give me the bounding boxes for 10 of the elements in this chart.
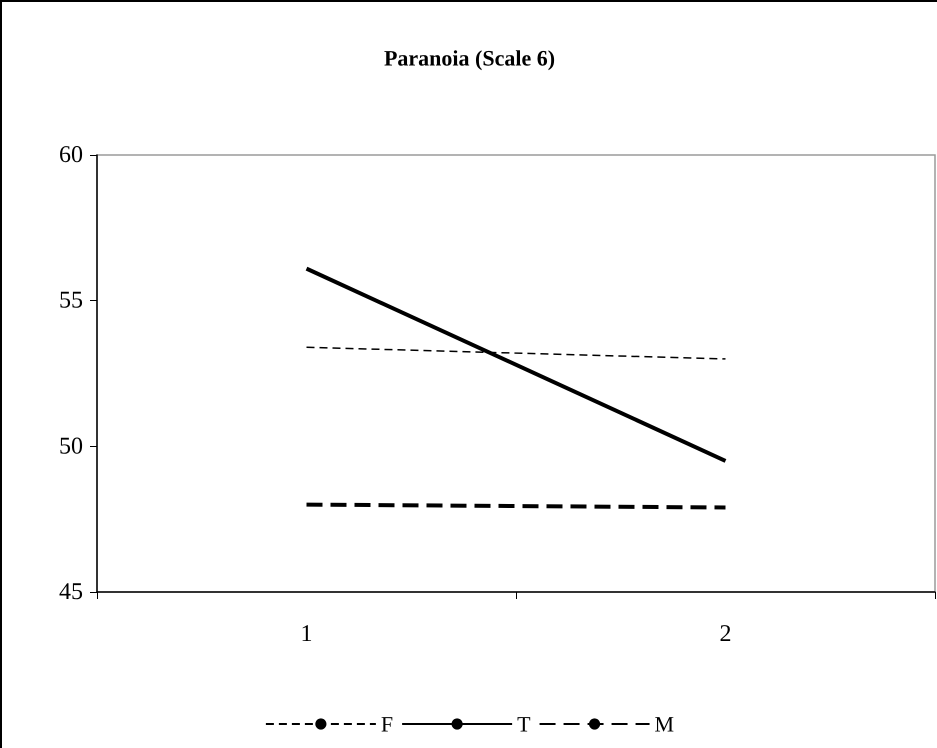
legend-label: F xyxy=(380,712,394,736)
y-tick-label: 45 xyxy=(59,579,83,605)
y-tick-label: 60 xyxy=(59,142,83,168)
legend-label: T xyxy=(517,712,532,736)
x-tick-label: 2 xyxy=(720,621,732,647)
legend-label: M xyxy=(654,712,674,736)
chart-title: Paranoia (Scale 6) xyxy=(384,46,556,70)
y-tick-label: 55 xyxy=(59,288,83,314)
y-tick-label: 50 xyxy=(59,433,83,460)
x-tick-label: 1 xyxy=(300,621,312,647)
